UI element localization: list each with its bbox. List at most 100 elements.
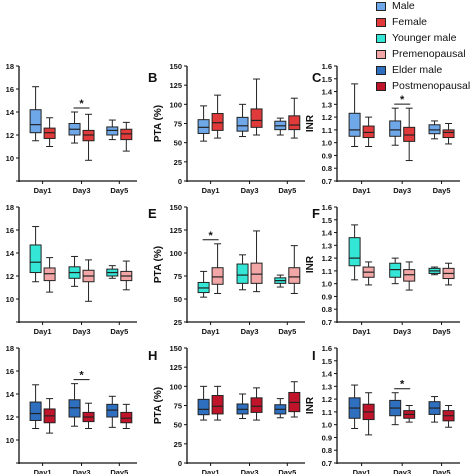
- box-female-day1: [211, 94, 224, 139]
- y-axis-label: PTA (%): [153, 246, 164, 283]
- y-tick-label: 150: [169, 344, 182, 353]
- box-iqr: [211, 267, 224, 285]
- x-tick-label: Day5: [278, 186, 296, 195]
- legend-label-female: Female: [392, 16, 428, 28]
- panel-b: B 0 25 50 75 100 125 150 PTA (%) Day1 Day3 Day5: [148, 62, 305, 195]
- box-male-day3: [389, 107, 402, 146]
- panel-a: 10 12 14 16 18 Day1 Day3 Day5 *: [6, 62, 137, 195]
- legend-item-female: Female: [376, 16, 474, 32]
- significance-star: *: [79, 98, 84, 110]
- legend-swatch-male: [376, 2, 386, 11]
- box-iqr: [362, 125, 375, 139]
- y-tick-label: 125: [169, 226, 182, 235]
- box-postmenopausal-day5: [120, 403, 133, 429]
- y-tick-label: 150: [169, 62, 182, 71]
- x-tick-label: Day1: [353, 327, 371, 336]
- y-tick-label: 1.4: [322, 370, 333, 379]
- box-iqr: [211, 395, 224, 415]
- legend-label-male: Male: [392, 0, 415, 12]
- box-female-day5: [288, 97, 301, 139]
- box-elder-male-day3: [68, 383, 81, 427]
- legend-item-premenopausal: Premenopausal: [376, 48, 474, 64]
- box-iqr: [403, 269, 416, 282]
- panel-letter: E: [148, 206, 157, 221]
- figure-legend: Male Female Younger male Premenopausal E…: [376, 0, 474, 96]
- box-younger-male-day5: [106, 265, 119, 279]
- box-male-day3: [68, 111, 81, 144]
- box-younger-male-day3: [68, 255, 81, 287]
- y-tick-label: 1.1: [322, 408, 332, 417]
- significance-marker: *: [73, 370, 90, 382]
- box-female-day1: [43, 117, 56, 147]
- panel-h: H 0 25 50 75 100 125 150 PTA (%) Day1 Day3 Day5: [148, 344, 305, 474]
- y-tick-label: 16: [6, 367, 14, 376]
- box-iqr: [348, 112, 361, 137]
- y-tick-label: 12: [6, 413, 14, 422]
- box-postmenopausal-day1: [211, 385, 224, 421]
- box-iqr: [428, 124, 441, 135]
- box-iqr: [389, 120, 402, 137]
- legend-swatch-female: [376, 18, 386, 27]
- y-tick-label: 75: [174, 272, 182, 281]
- box-elder-male-day1: [348, 384, 361, 429]
- panel-letter: F: [312, 206, 320, 221]
- legend-item-postmenopausal: Postmenopausal: [376, 80, 474, 96]
- box-postmenopausal-day3: [403, 405, 416, 423]
- legend-item-male: Male: [376, 0, 474, 16]
- box-iqr: [389, 262, 402, 278]
- y-axis-label: INR: [305, 255, 316, 273]
- y-tick-label: 18: [6, 62, 14, 71]
- y-tick-label: 0: [178, 459, 182, 468]
- box-male-day1: [197, 105, 210, 142]
- y-tick-label: 16: [6, 226, 14, 235]
- y-tick-label: 1.5: [322, 357, 332, 366]
- y-tick-label: 10: [6, 436, 14, 445]
- box-iqr: [29, 109, 42, 134]
- box-iqr: [250, 108, 263, 128]
- y-tick-label: 100: [169, 249, 182, 258]
- box-elder-male-day1: [29, 384, 42, 429]
- legend-swatch-elder-male: [376, 66, 386, 75]
- panel-letter: I: [312, 348, 316, 363]
- y-tick-label: 1.5: [322, 216, 332, 225]
- panel-f: F 0.7 0.8 0.9 1.0 1.1 1.2 1.3 1.4 1.5 1.6 INR Day1 Da…: [305, 203, 460, 336]
- box-iqr: [236, 116, 249, 132]
- box-iqr: [403, 126, 416, 142]
- box-premenopausal-day1: [362, 261, 375, 286]
- box-premenopausal-day5: [120, 260, 133, 291]
- y-axis-label: PTA (%): [153, 105, 164, 142]
- y-tick-label: 1.3: [322, 241, 332, 250]
- x-tick-label: Day3: [393, 468, 411, 474]
- box-iqr: [29, 244, 42, 274]
- y-tick-label: 1.2: [322, 254, 332, 263]
- panel-g: 10 12 14 16 18 Day1 Day3 Day5 *: [6, 344, 137, 474]
- legend-label-younger-male: Younger male: [392, 32, 457, 44]
- y-tick-label: 1.1: [322, 267, 332, 276]
- panel-letter: H: [148, 348, 157, 363]
- x-tick-label: Day5: [433, 327, 451, 336]
- significance-star: *: [400, 379, 405, 391]
- y-tick-label: 50: [174, 421, 182, 430]
- x-tick-label: Day3: [73, 186, 91, 195]
- significance-marker: *: [202, 230, 219, 242]
- x-tick-label: Day5: [433, 186, 451, 195]
- box-iqr: [197, 119, 210, 134]
- box-premenopausal-day3: [403, 261, 416, 291]
- x-tick-label: Day1: [34, 468, 52, 474]
- significance-star: *: [208, 230, 213, 242]
- box-iqr: [288, 115, 301, 131]
- box-female-day3: [403, 107, 416, 162]
- panel-d: 10 12 14 16 18 Day1 Day3 Day5: [6, 203, 137, 336]
- x-tick-label: Day3: [241, 327, 259, 336]
- y-axis-label: PTA (%): [153, 387, 164, 424]
- box-younger-male-day1: [29, 226, 42, 283]
- box-premenopausal-day1: [43, 257, 56, 293]
- legend-swatch-premenopausal: [376, 50, 386, 59]
- legend-swatch-postmenopausal: [376, 82, 386, 91]
- box-premenopausal-day1: [211, 243, 224, 294]
- y-tick-label: 0.8: [322, 446, 332, 455]
- y-tick-label: 1.6: [322, 62, 332, 71]
- x-tick-label: Day3: [73, 327, 91, 336]
- y-tick-label: 0.8: [322, 164, 332, 173]
- significance-star: *: [400, 94, 405, 106]
